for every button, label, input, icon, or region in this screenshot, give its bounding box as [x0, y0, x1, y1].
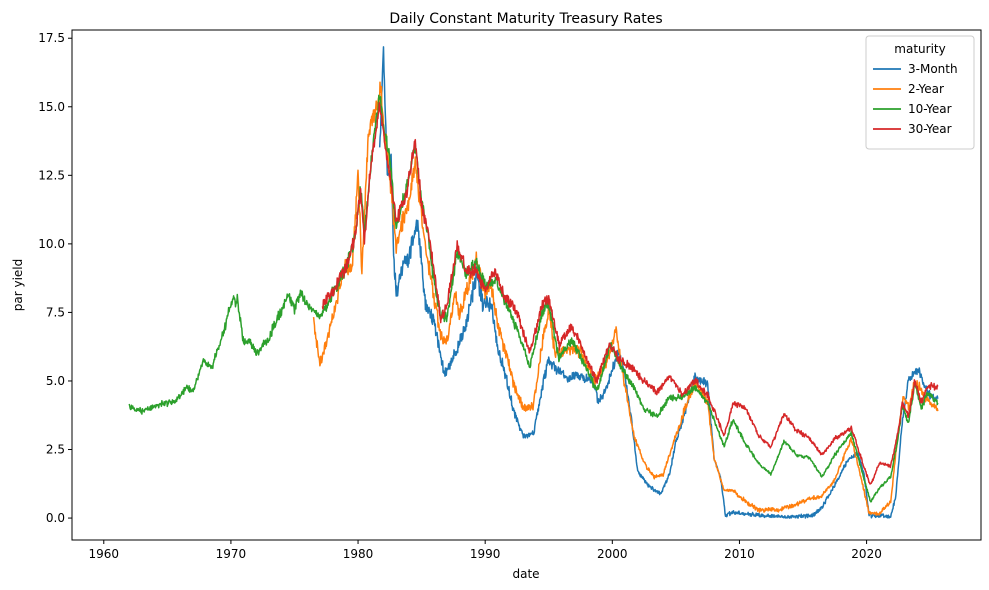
x-tick-label: 1970 [216, 547, 247, 561]
legend-label: 10-Year [908, 102, 952, 116]
y-tick-label: 10.0 [38, 237, 65, 251]
series-line-2-year [312, 81, 939, 516]
y-tick-label: 12.5 [38, 168, 65, 182]
legend-label: 2-Year [908, 82, 944, 96]
legend-label: 30-Year [908, 122, 952, 136]
x-axis-label: date [512, 567, 539, 581]
legend-title: maturity [894, 42, 945, 56]
plot-area [128, 46, 939, 519]
y-tick-label: 0.0 [46, 511, 65, 525]
legend-label: 3-Month [908, 62, 958, 76]
y-tick-label: 2.5 [46, 443, 65, 457]
series-line-3-month [378, 46, 939, 519]
x-axis: 1960 1970 1980 1990 2000 2010 2020 [89, 540, 882, 561]
x-tick-label: 2000 [597, 547, 628, 561]
x-tick-label: 1980 [343, 547, 374, 561]
y-tick-label: 17.5 [38, 31, 65, 45]
y-tick-label: 7.5 [46, 305, 65, 319]
x-tick-label: 2010 [724, 547, 755, 561]
x-tick-label: 1960 [89, 547, 120, 561]
x-tick-label: 2020 [851, 547, 882, 561]
x-tick-label: 1990 [470, 547, 501, 561]
series-line-30-year [321, 102, 939, 485]
series-line-10-year [128, 94, 939, 503]
y-axis-label: par yield [11, 259, 25, 312]
y-tick-label: 5.0 [46, 374, 65, 388]
y-axis: 0.0 2.5 5.0 7.5 10.0 12.5 15.0 17.5 [38, 31, 72, 525]
legend-box [865, 35, 975, 150]
y-tick-label: 15.0 [38, 100, 65, 114]
plot-frame [71, 29, 982, 541]
chart-title: Daily Constant Maturity Treasury Rates [389, 11, 662, 27]
legend-items: 3-Month 2-Year 10-Year 30-Year [873, 62, 958, 136]
legend: maturity 3-Month 2-Year 10-Year 30-Year [865, 35, 975, 150]
